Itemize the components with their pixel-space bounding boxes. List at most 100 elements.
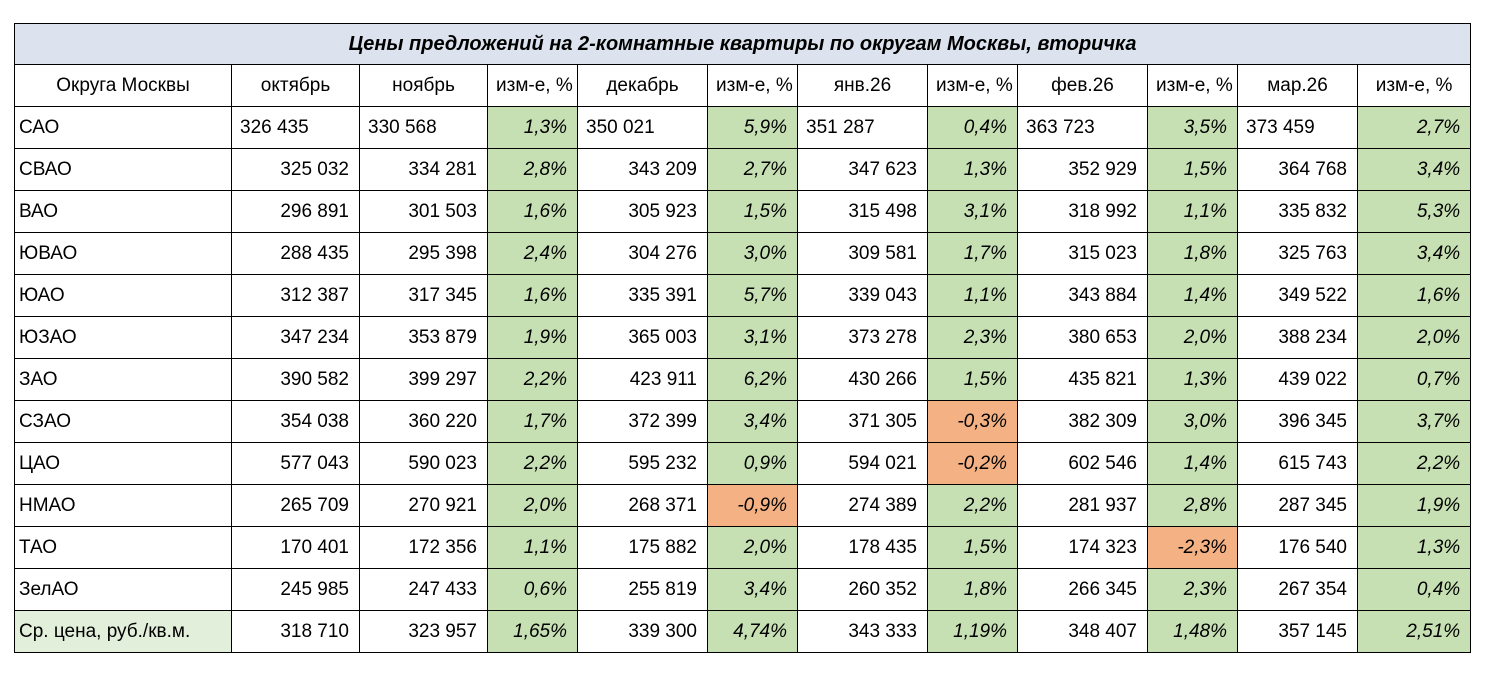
price-cell: 435 821 xyxy=(1017,358,1148,401)
price-cell: 363 723 xyxy=(1017,106,1148,149)
change-cell: 3,4% xyxy=(1356,232,1472,275)
change-cell: 1,3% xyxy=(487,106,578,149)
change-cell: 2,51% xyxy=(1356,610,1472,653)
price-cell: 267 354 xyxy=(1237,568,1358,611)
change-cell: 3,4% xyxy=(707,400,798,443)
column-header: декабрь xyxy=(577,64,708,107)
price-cell: 295 398 xyxy=(359,232,488,275)
price-cell: 260 352 xyxy=(797,568,928,611)
district-name: ЮЗАО xyxy=(14,316,232,359)
change-cell: 2,7% xyxy=(707,148,798,191)
price-cell: 352 929 xyxy=(1017,148,1148,191)
district-name: ЦАО xyxy=(14,442,232,485)
price-cell: 317 345 xyxy=(359,274,488,317)
district-name: САО xyxy=(14,106,232,149)
district-name: СЗАО xyxy=(14,400,232,443)
price-cell: 339 043 xyxy=(797,274,928,317)
change-cell: 2,2% xyxy=(487,358,578,401)
change-cell: 2,4% xyxy=(487,232,578,275)
change-cell: 5,7% xyxy=(707,274,798,317)
change-cell: 1,48% xyxy=(1147,610,1238,653)
price-cell: 330 568 xyxy=(359,106,488,149)
price-cell: 594 021 xyxy=(797,442,928,485)
price-cell: 373 459 xyxy=(1237,106,1358,149)
price-cell: 265 709 xyxy=(231,484,360,527)
change-cell: 1,19% xyxy=(927,610,1018,653)
price-table: Цены предложений на 2-комнатные квартиры… xyxy=(13,23,1472,653)
price-cell: 399 297 xyxy=(359,358,488,401)
price-cell: 326 435 xyxy=(231,106,360,149)
change-cell: 5,9% xyxy=(707,106,798,149)
change-cell: 1,1% xyxy=(487,526,578,569)
district-name: ЮВАО xyxy=(14,232,232,275)
price-cell: 315 023 xyxy=(1017,232,1148,275)
price-cell: 343 333 xyxy=(797,610,928,653)
price-cell: 255 819 xyxy=(577,568,708,611)
price-cell: 304 276 xyxy=(577,232,708,275)
column-header: фев.26 xyxy=(1017,64,1148,107)
change-cell: -0,9% xyxy=(707,484,798,527)
price-cell: 335 391 xyxy=(577,274,708,317)
table-row: ТАО 170 401 172 356 1,1% 175 882 2,0% 178 435 1… xyxy=(14,526,1472,569)
price-cell: 245 985 xyxy=(231,568,360,611)
district-name: ЮАО xyxy=(14,274,232,317)
change-cell: 1,5% xyxy=(1147,148,1238,191)
change-cell: 0,4% xyxy=(1356,568,1472,611)
change-cell: 2,8% xyxy=(487,148,578,191)
column-header: ноябрь xyxy=(359,64,488,107)
change-cell: -2,3% xyxy=(1147,526,1238,569)
price-cell: 396 345 xyxy=(1237,400,1358,443)
change-cell: 1,1% xyxy=(1147,190,1238,233)
change-cell: 1,65% xyxy=(487,610,578,653)
price-cell: 315 498 xyxy=(797,190,928,233)
price-cell: 325 763 xyxy=(1237,232,1358,275)
price-cell: 178 435 xyxy=(797,526,928,569)
table-row: ЗелАО 245 985 247 433 0,6% 255 819 3,4% 260 35… xyxy=(14,568,1472,611)
price-cell: 595 232 xyxy=(577,442,708,485)
price-cell: 175 882 xyxy=(577,526,708,569)
change-cell: 3,0% xyxy=(1147,400,1238,443)
table-title: Цены предложений на 2-комнатные квартиры… xyxy=(13,23,1472,65)
column-header: изм-е, % xyxy=(487,64,578,107)
price-cell: 371 305 xyxy=(797,400,928,443)
title-row: Цены предложений на 2-комнатные квартиры… xyxy=(13,23,1472,65)
change-cell: 2,2% xyxy=(1356,442,1472,485)
average-label: Ср. цена, руб./кв.м. xyxy=(14,610,232,653)
change-cell: 2,0% xyxy=(1147,316,1238,359)
price-cell: 372 399 xyxy=(577,400,708,443)
price-cell: 176 540 xyxy=(1237,526,1358,569)
district-name: НМАО xyxy=(14,484,232,527)
price-cell: 274 389 xyxy=(797,484,928,527)
change-cell: 0,6% xyxy=(487,568,578,611)
price-cell: 270 921 xyxy=(359,484,488,527)
district-name: ЗАО xyxy=(14,358,232,401)
price-cell: 439 022 xyxy=(1237,358,1358,401)
change-cell: 3,0% xyxy=(707,232,798,275)
price-cell: 382 309 xyxy=(1017,400,1148,443)
change-cell: 2,7% xyxy=(1356,106,1472,149)
change-cell: 1,3% xyxy=(1356,526,1472,569)
price-cell: 360 220 xyxy=(359,400,488,443)
change-cell: 3,7% xyxy=(1356,400,1472,443)
price-cell: 312 387 xyxy=(231,274,360,317)
change-cell: 1,6% xyxy=(487,190,578,233)
table-row: СЗАО 354 038 360 220 1,7% 372 399 3,4% 371 305… xyxy=(14,400,1472,443)
change-cell: -0,3% xyxy=(927,400,1018,443)
column-header: изм-е, % xyxy=(707,64,798,107)
price-cell: 354 038 xyxy=(231,400,360,443)
change-cell: 3,4% xyxy=(707,568,798,611)
price-cell: 388 234 xyxy=(1237,316,1358,359)
price-cell: 318 710 xyxy=(231,610,360,653)
change-cell: 1,9% xyxy=(1356,484,1472,527)
change-cell: 1,6% xyxy=(1356,274,1472,317)
column-header: изм-е, % xyxy=(927,64,1018,107)
change-cell: 1,6% xyxy=(487,274,578,317)
price-cell: 268 371 xyxy=(577,484,708,527)
change-cell: 1,4% xyxy=(1147,274,1238,317)
price-cell: 347 234 xyxy=(231,316,360,359)
change-cell: 1,8% xyxy=(927,568,1018,611)
price-cell: 174 323 xyxy=(1017,526,1148,569)
table-row: САО 326 435 330 568 1,3% 350 021 5,9% 351 287 0… xyxy=(14,106,1472,149)
change-cell: 5,3% xyxy=(1356,190,1472,233)
change-cell: 0,9% xyxy=(707,442,798,485)
